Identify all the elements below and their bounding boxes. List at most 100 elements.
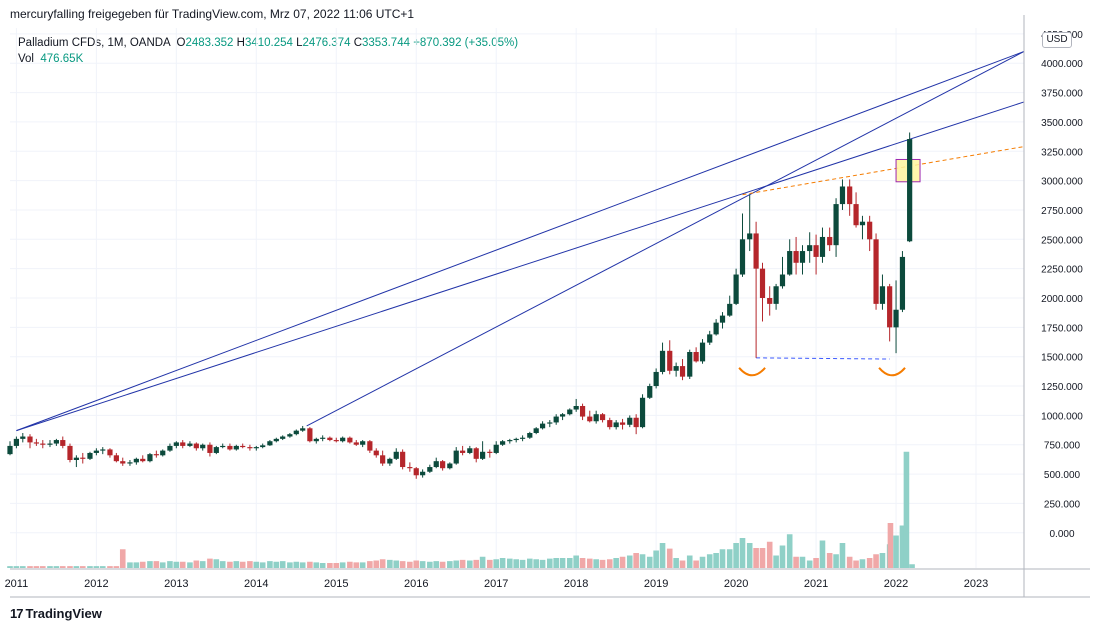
y-tick-label: 1000.000 (1041, 411, 1083, 422)
volume-bar (407, 561, 413, 568)
volume-bar (373, 560, 380, 568)
candle-body (673, 366, 679, 371)
y-tick-label: 1500.000 (1041, 353, 1083, 364)
legend-volume-value: 476.65K (40, 53, 84, 65)
candle-body (559, 414, 566, 417)
drawings-layer (16, 51, 1025, 432)
volume-bar (7, 566, 13, 568)
candle-body (267, 441, 273, 446)
candle-body (367, 441, 373, 451)
volume-bar (67, 566, 73, 568)
candle-body (679, 366, 686, 377)
volume-bar (147, 561, 153, 568)
candle-body (519, 437, 526, 439)
candle-body (573, 406, 579, 410)
volume-bar (79, 566, 86, 568)
candle-body (353, 442, 359, 445)
x-tick-label: 2012 (84, 578, 108, 590)
volume-bar (493, 559, 500, 568)
y-tick-label: 4000.000 (1041, 59, 1083, 70)
candle-body (340, 437, 346, 442)
volume-bar (826, 553, 833, 568)
candle-body (567, 409, 573, 415)
volume-bar (899, 525, 906, 568)
volume-bar (273, 561, 280, 568)
volume-bar (87, 566, 93, 568)
volume-bar (267, 561, 273, 568)
volume-bar (133, 562, 140, 568)
legend-volume-label[interactable]: Vol (18, 53, 34, 65)
candle-body (207, 444, 213, 453)
volume-bar (179, 561, 186, 568)
volume-bar (686, 555, 693, 568)
currency-badge[interactable]: USD (1042, 32, 1072, 48)
candle-body (759, 268, 766, 298)
candle-body (819, 236, 826, 257)
x-tick-label: 2018 (564, 578, 588, 590)
candle-body (133, 458, 139, 463)
candle-body (73, 457, 79, 460)
candle-body (260, 445, 266, 448)
volume-bar (846, 556, 853, 568)
volume-bar (539, 559, 546, 568)
y-tick-label: 1750.000 (1041, 323, 1083, 334)
candle-body (460, 450, 466, 453)
volume-bar (453, 560, 460, 568)
volume-bar (719, 549, 726, 568)
volume-bar (866, 558, 873, 568)
volume-bar (139, 561, 146, 568)
volume-bar (619, 556, 626, 568)
volume-bar (666, 548, 673, 568)
volume-bar (13, 566, 20, 568)
volume-bar (909, 564, 915, 568)
volume-bar (187, 562, 193, 568)
volume-bar (673, 558, 679, 568)
volume-bar (399, 561, 406, 568)
candle-body (27, 436, 33, 443)
volume-bar (526, 558, 533, 568)
volume-bar (706, 554, 713, 568)
volume-bar (339, 562, 346, 568)
volume-bar (313, 562, 320, 568)
candle-body (93, 450, 99, 453)
candle-body (47, 443, 53, 445)
volume-bar (679, 560, 686, 568)
volume-bar (353, 562, 360, 568)
arc-annotation (738, 367, 766, 377)
x-tick-label: 2017 (484, 578, 508, 590)
trendline (16, 101, 1025, 432)
candle-body (659, 350, 666, 372)
candle-body (427, 467, 433, 472)
x-tick-label: 2021 (804, 578, 828, 590)
volume-bar (459, 559, 466, 568)
volume-bar (799, 556, 806, 568)
y-tick-label: 0.000 (1049, 529, 1074, 540)
volume-bar (319, 563, 326, 568)
candle-body (440, 461, 446, 469)
volume-bar (439, 561, 446, 568)
legend-symbol[interactable]: Palladium CFDs, 1M, OANDA (18, 37, 171, 49)
candle-body (500, 441, 506, 445)
volume-bar (479, 556, 486, 568)
volume-bar (299, 562, 306, 568)
candle-body (473, 448, 479, 459)
candle-body (627, 417, 633, 425)
candle-body (773, 286, 779, 304)
candle-body (587, 416, 593, 422)
volume-bar (753, 548, 759, 568)
volume-bar (626, 555, 633, 568)
volume-bar (513, 559, 520, 568)
volume-bar (447, 561, 453, 568)
legend-main-row: Palladium CFDs, 1M, OANDA O2483.352 H341… (18, 35, 518, 51)
volume-bar (839, 543, 846, 568)
volume-bar (419, 561, 426, 568)
volume-bar (219, 561, 226, 568)
y-tick-label: 250.000 (1044, 499, 1081, 510)
legend-ohlc: O2483.352 H3410.254 L2476.374 C3353.744 … (173, 37, 519, 49)
candle-body (867, 221, 873, 240)
volume-bar (653, 550, 659, 568)
chart-grid (10, 28, 1024, 568)
volume-bar (646, 556, 653, 568)
candle-body (293, 430, 299, 435)
